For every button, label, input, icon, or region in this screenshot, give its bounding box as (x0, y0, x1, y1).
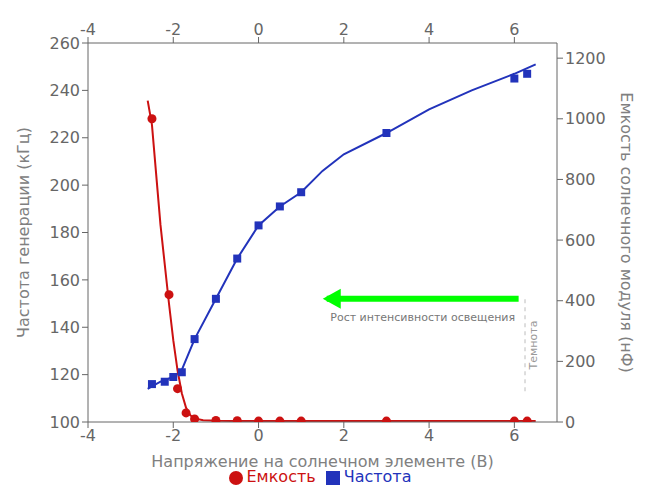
svg-text:Темнота: Темнота (527, 321, 540, 371)
svg-text:Напряжение на солнечном элемен: Напряжение на солнечном элементе (В) (151, 452, 493, 471)
svg-text:Частота генерации (кГц): Частота генерации (кГц) (14, 127, 33, 338)
svg-text:120: 120 (49, 365, 80, 384)
svg-text:-2: -2 (165, 20, 181, 39)
svg-text:-4: -4 (80, 20, 96, 39)
svg-text:100: 100 (49, 413, 80, 432)
svg-text:0: 0 (253, 20, 263, 39)
svg-text:6: 6 (509, 20, 519, 39)
svg-text:400: 400 (565, 291, 596, 310)
svg-text:-4: -4 (80, 426, 96, 445)
svg-text:140: 140 (49, 318, 80, 337)
svg-text:4: 4 (424, 426, 434, 445)
svg-text:240: 240 (49, 81, 80, 100)
svg-text:2: 2 (339, 20, 349, 39)
svg-text:6: 6 (509, 426, 519, 445)
svg-text:0: 0 (253, 426, 263, 445)
svg-text:200: 200 (49, 176, 80, 195)
svg-text:260: 260 (49, 34, 80, 53)
html-text:Емкость: Емкость (246, 467, 316, 486)
svg-text:220: 220 (49, 128, 80, 147)
svg-text:180: 180 (49, 223, 80, 242)
svg-text:-2: -2 (165, 426, 181, 445)
svg-text:160: 160 (49, 271, 80, 290)
svg-text:600: 600 (565, 231, 596, 250)
svg-text:800: 800 (565, 170, 596, 189)
html-text:Частота: Частота (343, 467, 412, 486)
svg-text:Емкость солнечного модуля (нФ): Емкость солнечного модуля (нФ) (617, 92, 636, 372)
svg-text:4: 4 (424, 20, 434, 39)
svg-text:1200: 1200 (565, 49, 606, 68)
svg-text:2: 2 (339, 426, 349, 445)
svg-text:200: 200 (565, 352, 596, 371)
svg-text:1000: 1000 (565, 109, 606, 128)
svg-text:Рост интенсивности освещения: Рост интенсивности освещения (330, 311, 515, 324)
svg-text:0: 0 (565, 413, 575, 432)
